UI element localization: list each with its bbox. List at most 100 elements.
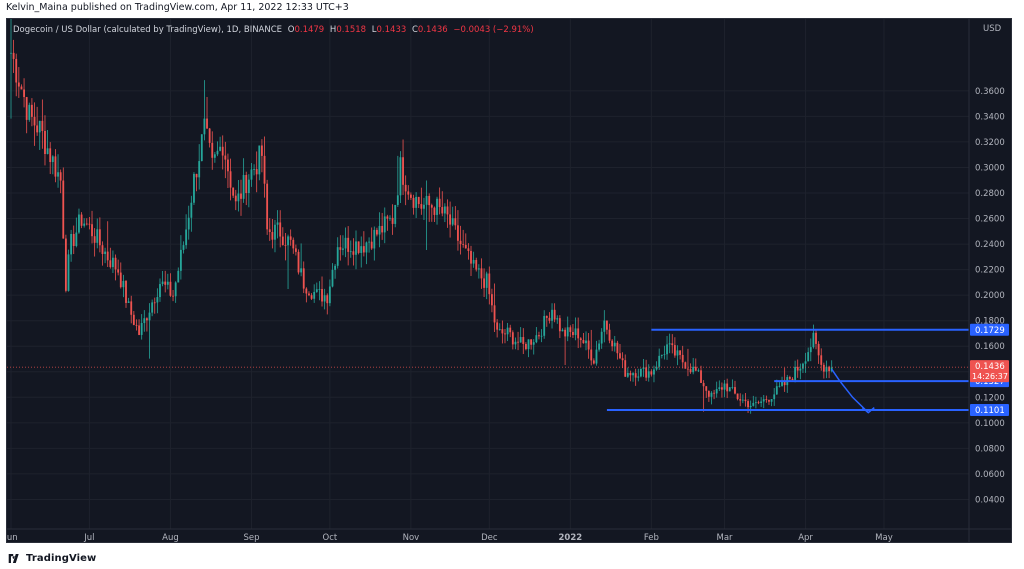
y-tick-label: 0.1800 (975, 317, 1005, 327)
candle-body (261, 145, 263, 156)
candle-body (548, 317, 551, 321)
candle-body (109, 260, 112, 268)
candle-body (211, 142, 214, 158)
candle-body (443, 206, 446, 214)
candle-body (658, 355, 661, 367)
candle-body (161, 281, 164, 285)
candle-body (83, 223, 86, 226)
candle-body (726, 383, 729, 392)
level-price-tag (970, 403, 1009, 416)
candle-body (355, 241, 357, 255)
candle-body (485, 273, 488, 288)
candle-body (130, 301, 133, 315)
x-tick-label: Oct (323, 533, 338, 542)
candle-body (193, 173, 195, 203)
candle-body (655, 366, 658, 370)
candle-body (809, 347, 812, 353)
candle-body (279, 222, 282, 237)
candle-body (182, 245, 185, 250)
candle-body (553, 309, 556, 320)
candle-body (310, 295, 313, 299)
candle-body (734, 387, 736, 394)
candle-body (692, 366, 695, 373)
candle-body (404, 184, 407, 192)
candle-body (274, 224, 276, 240)
candle-body (600, 331, 603, 344)
candle-body (749, 405, 752, 408)
candle-body (825, 366, 828, 372)
candle-body (496, 322, 499, 330)
candle-body (752, 402, 755, 406)
candle-body (315, 289, 318, 292)
candle-body (700, 370, 702, 383)
candle-body (78, 214, 80, 233)
candle-body (621, 358, 624, 361)
candle-body (112, 257, 114, 268)
y-tick-label: 0.2200 (975, 266, 1005, 276)
candle-body (747, 401, 749, 408)
candle-body (258, 145, 261, 175)
candle-body (619, 353, 621, 359)
candle-body (626, 372, 629, 377)
candle-body (195, 173, 198, 178)
y-tick-label: 0.3000 (975, 163, 1005, 173)
candle-body (297, 251, 300, 273)
candle-body (736, 393, 739, 400)
candle-body (347, 237, 350, 252)
candle-body (671, 343, 674, 346)
candle-body (10, 52, 12, 54)
candle-body (616, 342, 619, 354)
y-tick-label: 0.3600 (975, 87, 1005, 97)
candle-body (344, 237, 347, 249)
y-tick-label: 0.2400 (975, 240, 1005, 250)
candle-body (762, 399, 765, 402)
candle-body (545, 315, 548, 318)
candle-body (718, 387, 721, 389)
candle-body (624, 360, 627, 377)
y-tick-label: 0.2600 (975, 215, 1005, 225)
candle-body (511, 332, 514, 345)
candle-body (504, 333, 506, 335)
candle-body (757, 402, 760, 404)
footer-brand[interactable]: TradingView (7, 551, 96, 565)
close-label: C (411, 25, 418, 35)
candle-body (681, 354, 684, 363)
low-label: L (371, 25, 377, 35)
candle-body (572, 331, 574, 336)
candle-body (462, 244, 465, 245)
candle-body (574, 328, 577, 336)
candle-body (721, 387, 723, 390)
candle-body (41, 120, 44, 131)
candle-body (407, 191, 410, 195)
candle-body (362, 246, 365, 253)
candle-body (501, 329, 504, 334)
candle-body (642, 367, 645, 369)
candle-body (117, 269, 120, 273)
candle-body (820, 355, 823, 365)
chart-frame[interactable]: 0.04000.06000.08000.10000.12000.14000.16… (6, 18, 1012, 543)
candle-body (598, 343, 600, 350)
candlestick-chart[interactable]: 0.04000.06000.08000.10000.12000.14000.16… (7, 19, 1011, 542)
candle-body (127, 301, 130, 303)
candle-body (242, 174, 245, 199)
candle-body (271, 231, 274, 240)
candle-body (232, 187, 235, 196)
candle-body (229, 171, 232, 188)
candle-body (386, 216, 389, 219)
candle-body (519, 337, 522, 343)
x-tick-label: Aug (162, 533, 179, 542)
candle-body (579, 338, 582, 341)
y-tick-label: 0.3200 (975, 138, 1005, 148)
candle-body (412, 197, 415, 208)
candle-body (266, 183, 269, 230)
candle-body (592, 360, 595, 364)
candle-body (135, 324, 138, 326)
level-price-tag (970, 323, 1009, 336)
x-tick-label: May (875, 533, 893, 542)
candle-body (527, 339, 530, 350)
candle-body (781, 381, 783, 386)
candle-body (292, 239, 295, 249)
candle-body (538, 335, 540, 337)
candle-body (185, 229, 188, 246)
x-tick-label: Apr (798, 533, 813, 542)
